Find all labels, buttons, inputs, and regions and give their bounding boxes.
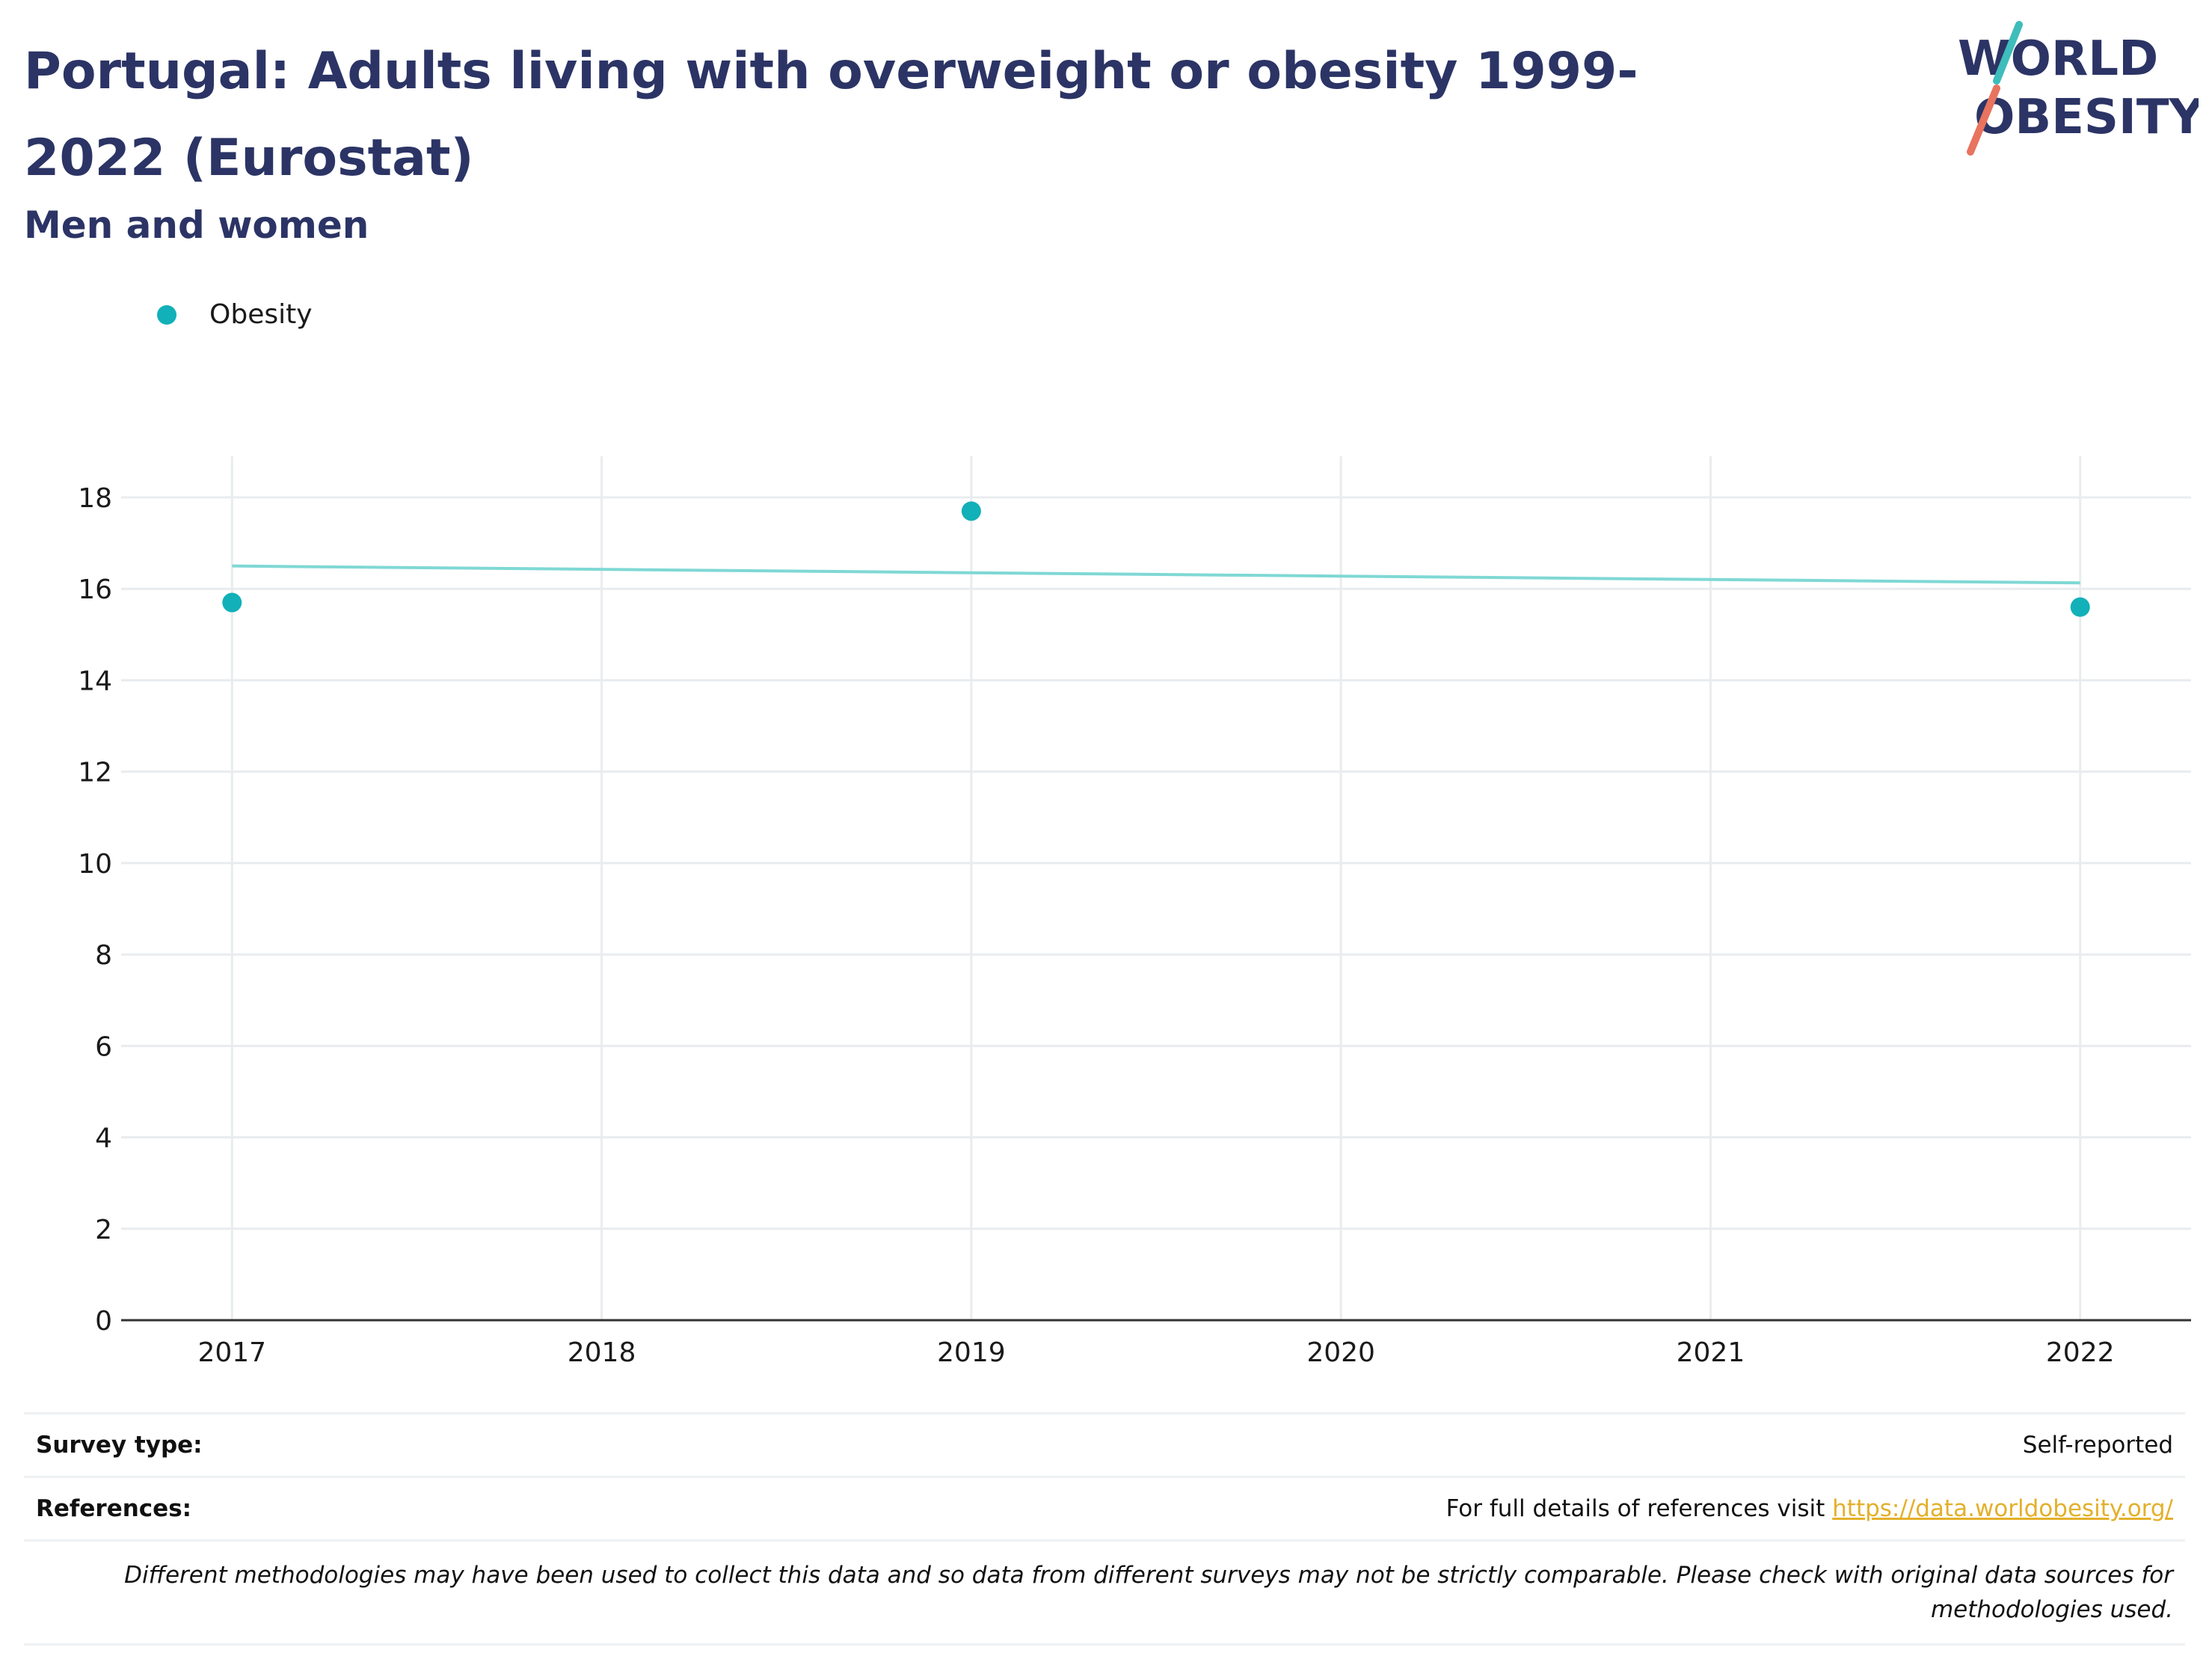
y-tick-label: 18 — [78, 483, 112, 514]
y-tick-label: 4 — [95, 1123, 112, 1154]
y-tick-label: 14 — [78, 666, 112, 696]
trendline — [232, 564, 2080, 585]
y-tick-label: 10 — [78, 849, 112, 880]
legend-marker-obesity — [157, 304, 176, 325]
legend-label-obesity: Obesity — [209, 299, 313, 330]
methodology-note: Different methodologies may have been us… — [24, 1539, 2185, 1646]
chart-subtitle: Men and women — [24, 203, 369, 247]
info-table: Survey type: Self-reported References: F… — [24, 1412, 2185, 1646]
chart-axes: 0 2 4 6 8 10 12 14 16 18 2017 2018 2019 2020 2021 2022 — [78, 483, 2191, 1368]
chart-grid — [121, 456, 2191, 1320]
survey-type-label: Survey type: — [36, 1432, 203, 1459]
y-tick-label: 2 — [95, 1215, 112, 1245]
y-tick-label: 8 — [95, 940, 112, 971]
chart-legend[interactable]: Obesity — [157, 299, 313, 330]
references-text: For full details of references visit — [1446, 1495, 1833, 1522]
y-tick-label: 6 — [95, 1031, 112, 1062]
references-label: References: — [36, 1495, 192, 1522]
x-tick-label: 2022 — [2046, 1337, 2115, 1368]
obesity-chart: 0 2 4 6 8 10 12 14 16 18 2017 2018 2019 2020 2021 2022 — [78, 456, 2191, 1368]
references-link[interactable]: https://data.worldobesity.org/ — [1832, 1495, 2173, 1522]
x-tick-label: 2018 — [568, 1337, 636, 1368]
y-tick-label: 16 — [78, 574, 112, 605]
x-tick-label: 2019 — [937, 1337, 1006, 1368]
data-point — [2070, 597, 2090, 617]
data-point — [961, 501, 981, 521]
trendline-group — [232, 564, 2080, 585]
y-tick-label: 12 — [78, 758, 112, 788]
survey-type-row: Survey type: Self-reported — [24, 1412, 2185, 1476]
x-tick-label: 2017 — [197, 1337, 266, 1368]
chart-title: Portugal: Adults living with overweight … — [24, 42, 1638, 188]
world-obesity-logo: WORLD OBESITY — [1958, 21, 2199, 156]
svg-text:WORLD: WORLD — [1958, 31, 2158, 87]
svg-text:OBESITY: OBESITY — [1974, 90, 2199, 145]
references-value: For full details of references visit htt… — [1446, 1495, 2173, 1522]
data-point — [222, 592, 242, 613]
data-points — [222, 501, 2090, 617]
x-tick-label: 2021 — [1677, 1337, 1745, 1368]
x-tick-label: 2020 — [1306, 1337, 1375, 1368]
survey-type-value: Self-reported — [2022, 1432, 2173, 1459]
y-tick-label: 0 — [95, 1306, 112, 1337]
references-row: References: For full details of referenc… — [24, 1476, 2185, 1539]
